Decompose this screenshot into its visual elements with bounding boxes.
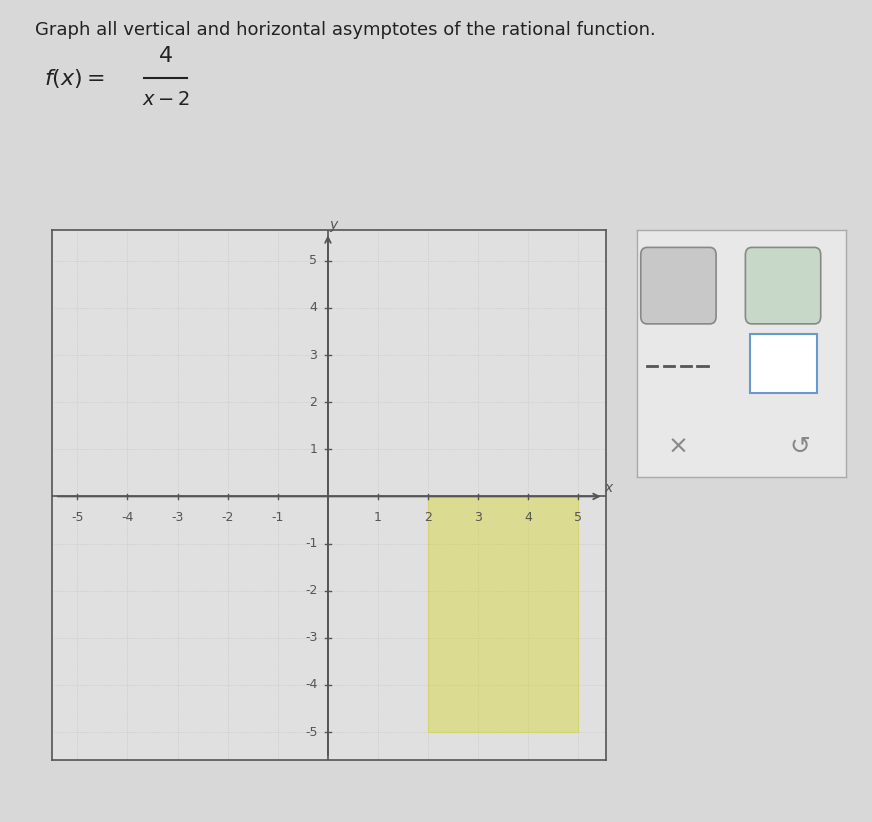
Text: 3: 3 [474,511,482,524]
Text: 2: 2 [310,395,317,409]
Text: 1: 1 [310,443,317,456]
Text: 4: 4 [159,46,173,66]
FancyBboxPatch shape [750,334,816,393]
Text: 2: 2 [424,511,433,524]
Text: -4: -4 [305,678,317,691]
Text: 4: 4 [310,302,317,315]
Text: ↺: ↺ [789,435,810,459]
Text: y: y [330,218,338,232]
Text: -1: -1 [305,537,317,550]
Text: Graph all vertical and horizontal asymptotes of the rational function.: Graph all vertical and horizontal asympt… [35,21,656,39]
Text: 3: 3 [310,349,317,362]
Text: 4: 4 [524,511,532,524]
Text: x: x [604,481,613,495]
Text: -5: -5 [72,511,84,524]
FancyBboxPatch shape [746,247,821,324]
Text: $f(x) = $: $f(x) = $ [44,67,105,90]
Text: 5: 5 [575,511,582,524]
Text: -5: -5 [305,726,317,739]
Text: -1: -1 [272,511,284,524]
Text: -2: -2 [305,584,317,598]
Text: 5: 5 [310,254,317,267]
Text: $x-2$: $x-2$ [141,90,190,109]
Text: -2: -2 [221,511,234,524]
FancyBboxPatch shape [641,247,716,324]
Text: -4: -4 [121,511,133,524]
Text: 1: 1 [374,511,382,524]
Text: ×: × [668,435,689,459]
Text: -3: -3 [172,511,184,524]
Text: -3: -3 [305,631,317,644]
Bar [428,496,578,732]
